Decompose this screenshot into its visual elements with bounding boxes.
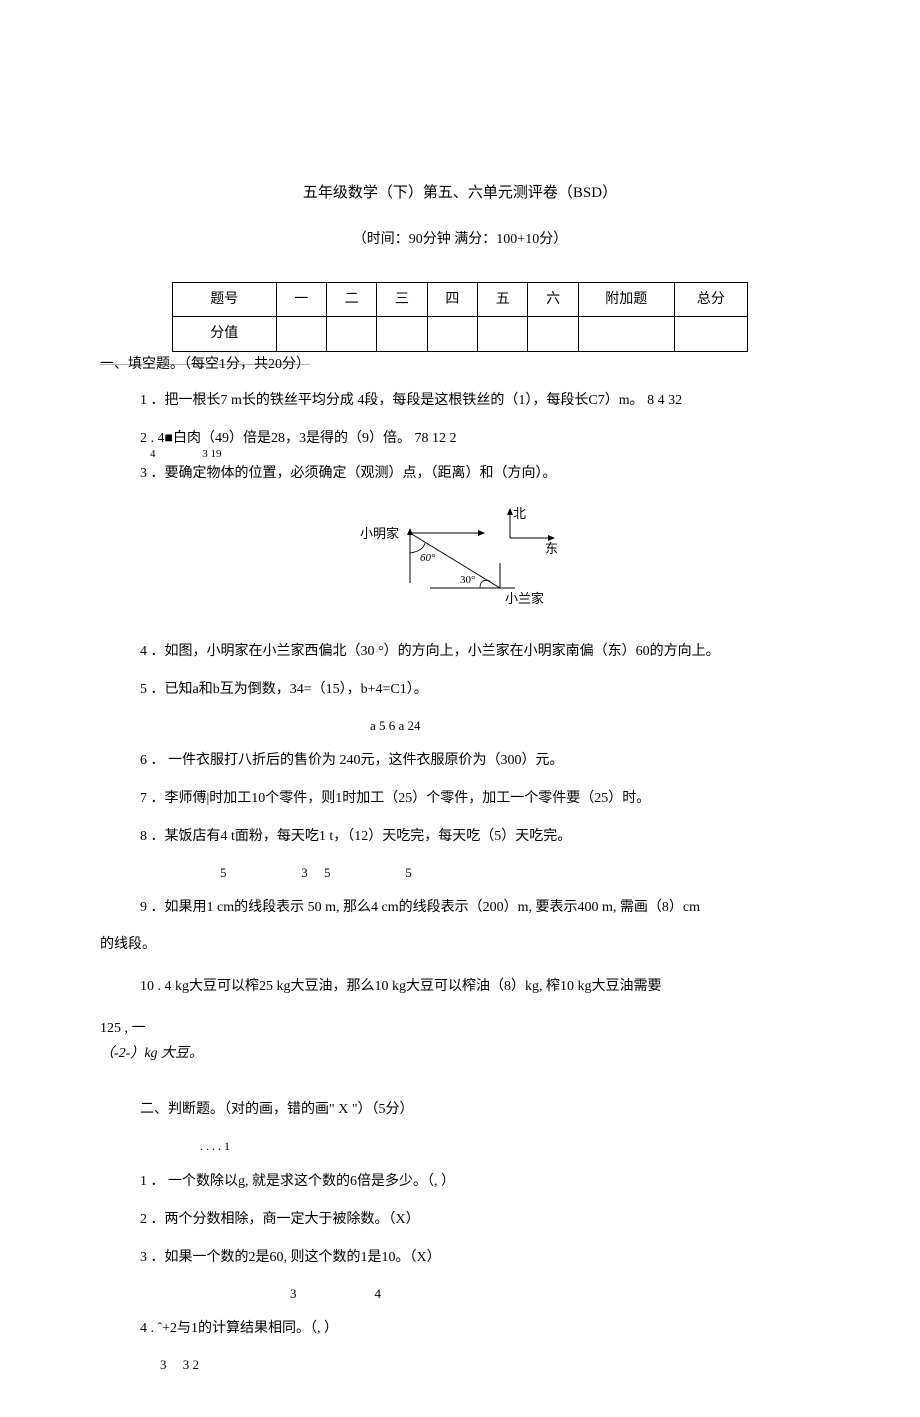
th-5: 五 <box>478 283 528 317</box>
td-3 <box>377 317 427 351</box>
th-1: 一 <box>276 283 326 317</box>
th-extra: 附加题 <box>578 283 674 317</box>
section2-header: 二、判断题。（对的画，错的画" X "）（5分） <box>140 1096 820 1124</box>
s2-dots: . . . . 1 <box>200 1134 820 1158</box>
s2-q2: 2 ．两个分数相除，商一定大于被除数。（X） <box>140 1206 820 1234</box>
s2-q3: 3 ．如果一个数的2是60, 则这个数的1是10。（X） <box>140 1244 820 1272</box>
td-5 <box>478 317 528 351</box>
label-xiaolan: 小兰家 <box>505 591 544 606</box>
td-extra <box>578 317 674 351</box>
question-10-line3: （-2-）kg 大豆。 <box>100 1041 820 1066</box>
td-1 <box>276 317 326 351</box>
question-7: 7 ．李师傅|时加工10个零件，则1时加工（25）个零件，加工一个零件要（25）… <box>140 785 820 813</box>
s2-q4: 4 . ˆ+2与1的计算结果相同。（, ） <box>140 1315 820 1343</box>
q2-num2: 3 19 <box>202 448 221 460</box>
question-3: 3 ．要确定物体的位置，必须确定（观测）点，（距离）和（方向）。 <box>140 460 820 488</box>
score-table: 题号 一 二 三 四 五 六 附加题 总分 分值 <box>172 282 748 351</box>
direction-diagram: 北 东 小明家 小兰家 60° 30° <box>100 503 820 623</box>
th-2: 二 <box>326 283 376 317</box>
s2-q1: 1 ． 一个数除以g, 就是求这个数的6倍是多少。（, ） <box>140 1168 820 1196</box>
label-angle60: 60° <box>420 552 436 564</box>
table-value-row: 分值 <box>173 317 748 351</box>
section1-header: 一、填空题。（每空1分，共20分） <box>100 352 820 377</box>
label-east: 东 <box>545 541 558 556</box>
th-4: 四 <box>427 283 477 317</box>
s2-q3-sub: 3 4 <box>290 1282 820 1305</box>
td-label: 分值 <box>173 317 277 351</box>
td-2 <box>326 317 376 351</box>
question-8-sub: 5 3 5 5 <box>220 861 820 884</box>
question-4: 4 ．如图，小明家在小兰家西偏北（30 °）的方向上，小兰家在小明家南偏（东）6… <box>140 638 820 666</box>
th-label: 题号 <box>173 283 277 317</box>
question-1: 1 ．把一根长7 m长的铁丝平均分成 4段，每段是这根铁丝的（1），每段长C7）… <box>140 387 820 415</box>
q2-num1: 4 <box>150 448 156 460</box>
s2-q4-sub: 3 3 2 <box>160 1353 820 1376</box>
question-9: 9 ．如果用1 cm的线段表示 50 m, 那么4 cm的线段表示（200）m,… <box>140 894 820 922</box>
question-10: 10 . 4 kg大豆可以榨25 kg大豆油，那么10 kg大豆可以榨油（8）k… <box>140 973 820 1001</box>
question-9-cont: 的线段。 <box>100 932 820 957</box>
th-total: 总分 <box>674 283 747 317</box>
table-header-row: 题号 一 二 三 四 五 六 附加题 总分 <box>173 283 748 317</box>
question-10-line2: 125 , 一 <box>100 1016 820 1041</box>
th-3: 三 <box>377 283 427 317</box>
label-xiaoming: 小明家 <box>360 526 399 541</box>
page-title: 五年级数学（下）第五、六单元测评卷（BSD） <box>100 180 820 207</box>
td-6 <box>528 317 578 351</box>
th-6: 六 <box>528 283 578 317</box>
question-8: 8 ．某饭店有4 t面粉，每天吃1 t，（12）天吃完，每天吃（5）天吃完。 <box>140 823 820 851</box>
question-5: 5 ．已知a和b互为倒数，34=（15），b+4=C1）。 <box>140 676 820 704</box>
label-north: 北 <box>513 506 526 521</box>
td-4 <box>427 317 477 351</box>
q10-kg-text: （-2-）kg 大豆。 <box>100 1046 203 1061</box>
label-angle30: 30° <box>460 574 475 586</box>
question-5-sub: a 5 6 a 24 <box>370 714 820 737</box>
question-6: 6 ． 一件衣服打八折后的售价为 240元，这件衣服原价为（300）元。 <box>140 747 820 775</box>
page-subtitle: （时间：90分钟 满分：100+10分） <box>100 227 820 252</box>
q2-text: 2 . 4■白肉（49）倍是28，3是得的（9）倍。 78 12 2 <box>140 431 456 446</box>
td-total <box>674 317 747 351</box>
